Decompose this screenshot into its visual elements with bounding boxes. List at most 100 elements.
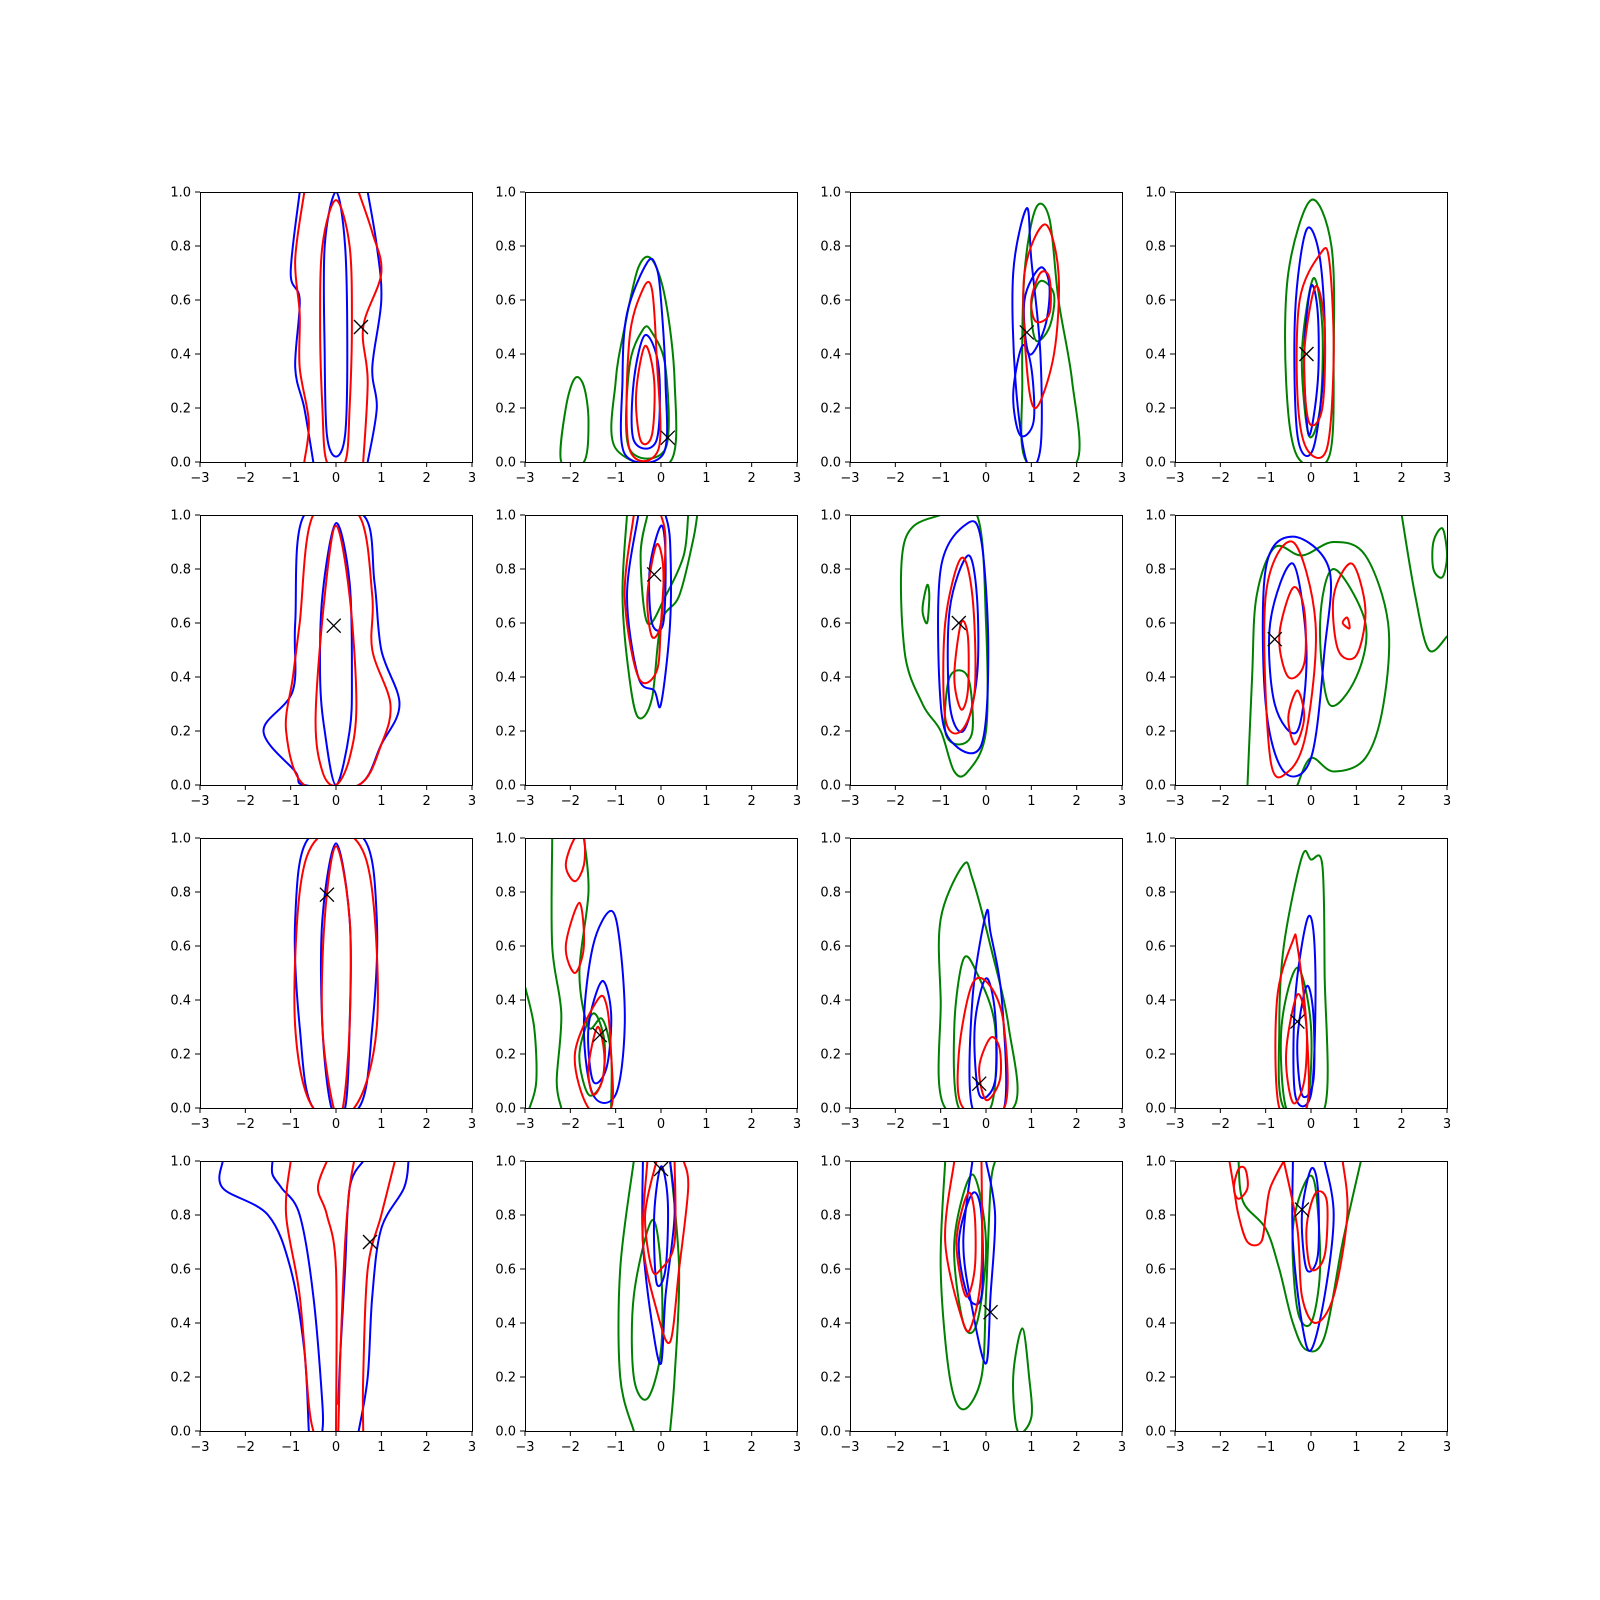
- red-contour-line: [314, 524, 358, 785]
- y-tick-label: 0.4: [820, 1317, 841, 1332]
- subplot-13: −3 −2 −1 0 1 2 3 0.0 0.2 0.4 0.6 0.8 1.0: [170, 1155, 476, 1456]
- green-contour-line: [939, 1161, 997, 1411]
- x-tick-label: −3: [840, 794, 859, 809]
- red-contour-line: [646, 542, 665, 639]
- x-tick-label: −3: [1165, 471, 1184, 486]
- x-tick-label: −3: [190, 1440, 209, 1455]
- axes-frame: [1175, 192, 1448, 463]
- y-tick-label: 1.0: [170, 186, 191, 201]
- x-tick-label: −3: [515, 471, 534, 486]
- x-tick-label: 3: [1118, 1440, 1126, 1455]
- red-contour-line: [956, 976, 1009, 1108]
- x-tick-label: 1: [1027, 1440, 1035, 1455]
- subplot-5: −3 −2 −1 0 1 2 3 0.0 0.2 0.4 0.6 0.8 1.0: [170, 509, 476, 810]
- x-tick-label: 3: [1118, 1117, 1126, 1132]
- x-marker: [1289, 1014, 1305, 1030]
- y-tick-label: 1.0: [170, 1155, 191, 1170]
- x-tick-label: 1: [377, 471, 385, 486]
- x-tick-label: 1: [1352, 794, 1360, 809]
- y-tick-label: 0.4: [495, 348, 516, 363]
- x-tick-label: 0: [982, 471, 990, 486]
- x-tick-label: 1: [702, 1117, 710, 1132]
- blue-contour-line: [587, 980, 613, 1085]
- subplot-4: −3 −2 −1 0 1 2 3 0.0 0.2 0.4 0.6 0.8 1.0: [1145, 186, 1451, 487]
- x-tick-label: 0: [1307, 1440, 1315, 1455]
- y-tick-label: 0.6: [170, 617, 191, 632]
- axes-frame: [850, 192, 1123, 463]
- y-tick-label: 0.4: [170, 671, 191, 686]
- subplot-10: −3 −2 −1 0 1 2 3 0.0 0.2 0.4 0.6 0.8 1.0: [495, 832, 801, 1133]
- x-marker: [326, 618, 342, 634]
- x-tick-label: −2: [561, 1117, 580, 1132]
- x-tick-label: −1: [1256, 794, 1275, 809]
- green-contour-line: [639, 515, 690, 626]
- x-tick-label: −2: [236, 794, 255, 809]
- x-tick-label: 0: [982, 1440, 990, 1455]
- x-tick-label: 2: [1073, 1117, 1081, 1132]
- y-tick-label: 0.4: [495, 1317, 516, 1332]
- y-tick-label: 1.0: [170, 509, 191, 524]
- x-tick-label: −3: [1165, 1117, 1184, 1132]
- x-tick-label: 0: [332, 1440, 340, 1455]
- y-tick-label: 0.6: [495, 940, 516, 955]
- y-tick-label: 0.0: [820, 456, 841, 471]
- y-tick-label: 1.0: [820, 509, 841, 524]
- x-tick-label: 1: [1352, 1440, 1360, 1455]
- blue-contour-line: [626, 515, 672, 709]
- x-tick-label: −2: [1211, 1117, 1230, 1132]
- x-tick-label: 3: [1443, 794, 1451, 809]
- y-tick-label: 1.0: [495, 1155, 516, 1170]
- subplot-15: −3 −2 −1 0 1 2 3 0.0 0.2 0.4 0.6 0.8 1.0: [820, 1155, 1126, 1456]
- y-tick-label: 0.4: [1145, 1317, 1166, 1332]
- contour-group: [1274, 850, 1329, 1108]
- x-tick-label: −1: [931, 1117, 950, 1132]
- y-tick-label: 1.0: [495, 509, 516, 524]
- blue-contour-line: [322, 192, 349, 458]
- subplot-2: −3 −2 −1 0 1 2 3 0.0 0.2 0.4 0.6 0.8 1.0: [495, 186, 801, 487]
- x-marker: [971, 1076, 987, 1092]
- contour-group: [218, 1161, 410, 1431]
- y-tick-label: 0.0: [820, 1102, 841, 1117]
- subplot-14: −3 −2 −1 0 1 2 3 0.0 0.2 0.4 0.6 0.8 1.0: [495, 1155, 801, 1456]
- y-tick-label: 0.6: [1145, 940, 1166, 955]
- contour-group: [1011, 202, 1081, 462]
- contour-group: [1246, 515, 1447, 785]
- y-tick-label: 0.8: [170, 563, 191, 578]
- y-tick-label: 0.8: [495, 240, 516, 255]
- y-tick-label: 1.0: [1145, 1155, 1166, 1170]
- y-tick-label: 0.0: [170, 456, 191, 471]
- x-tick-label: −2: [886, 471, 905, 486]
- y-tick-label: 0.2: [170, 1371, 191, 1386]
- contour-group: [293, 838, 379, 1108]
- y-tick-label: 0.2: [495, 725, 516, 740]
- red-contour-line: [320, 845, 352, 1108]
- y-tick-label: 0.6: [170, 294, 191, 309]
- x-tick-label: −2: [236, 1440, 255, 1455]
- x-marker: [353, 319, 369, 335]
- blue-contour-line: [337, 1161, 365, 1405]
- red-contour-line: [1295, 246, 1335, 459]
- x-marker: [362, 1234, 378, 1250]
- blue-contour-line: [293, 838, 379, 1108]
- x-marker: [983, 1304, 998, 1320]
- y-tick-label: 0.4: [1145, 671, 1166, 686]
- blue-contour-line: [318, 522, 353, 785]
- red-contour-line: [1278, 586, 1307, 680]
- green-contour-line: [952, 955, 998, 1108]
- y-tick-label: 0.6: [820, 294, 841, 309]
- red-contour-line: [942, 556, 977, 735]
- y-tick-label: 0.8: [820, 886, 841, 901]
- x-tick-label: 1: [702, 471, 710, 486]
- green-contour-line: [937, 861, 1019, 1108]
- x-tick-label: −2: [886, 794, 905, 809]
- y-tick-label: 1.0: [1145, 186, 1166, 201]
- contour-group: [1228, 1161, 1362, 1353]
- red-contour-line: [1263, 540, 1317, 779]
- subplot-6: −3 −2 −1 0 1 2 3 0.0 0.2 0.4 0.6 0.8 1.0: [495, 509, 801, 810]
- red-contour-line: [564, 901, 586, 974]
- blue-contour-line: [270, 1161, 325, 1431]
- green-contour-line: [1400, 515, 1447, 653]
- y-tick-label: 0.8: [1145, 563, 1166, 578]
- x-tick-label: 0: [657, 471, 665, 486]
